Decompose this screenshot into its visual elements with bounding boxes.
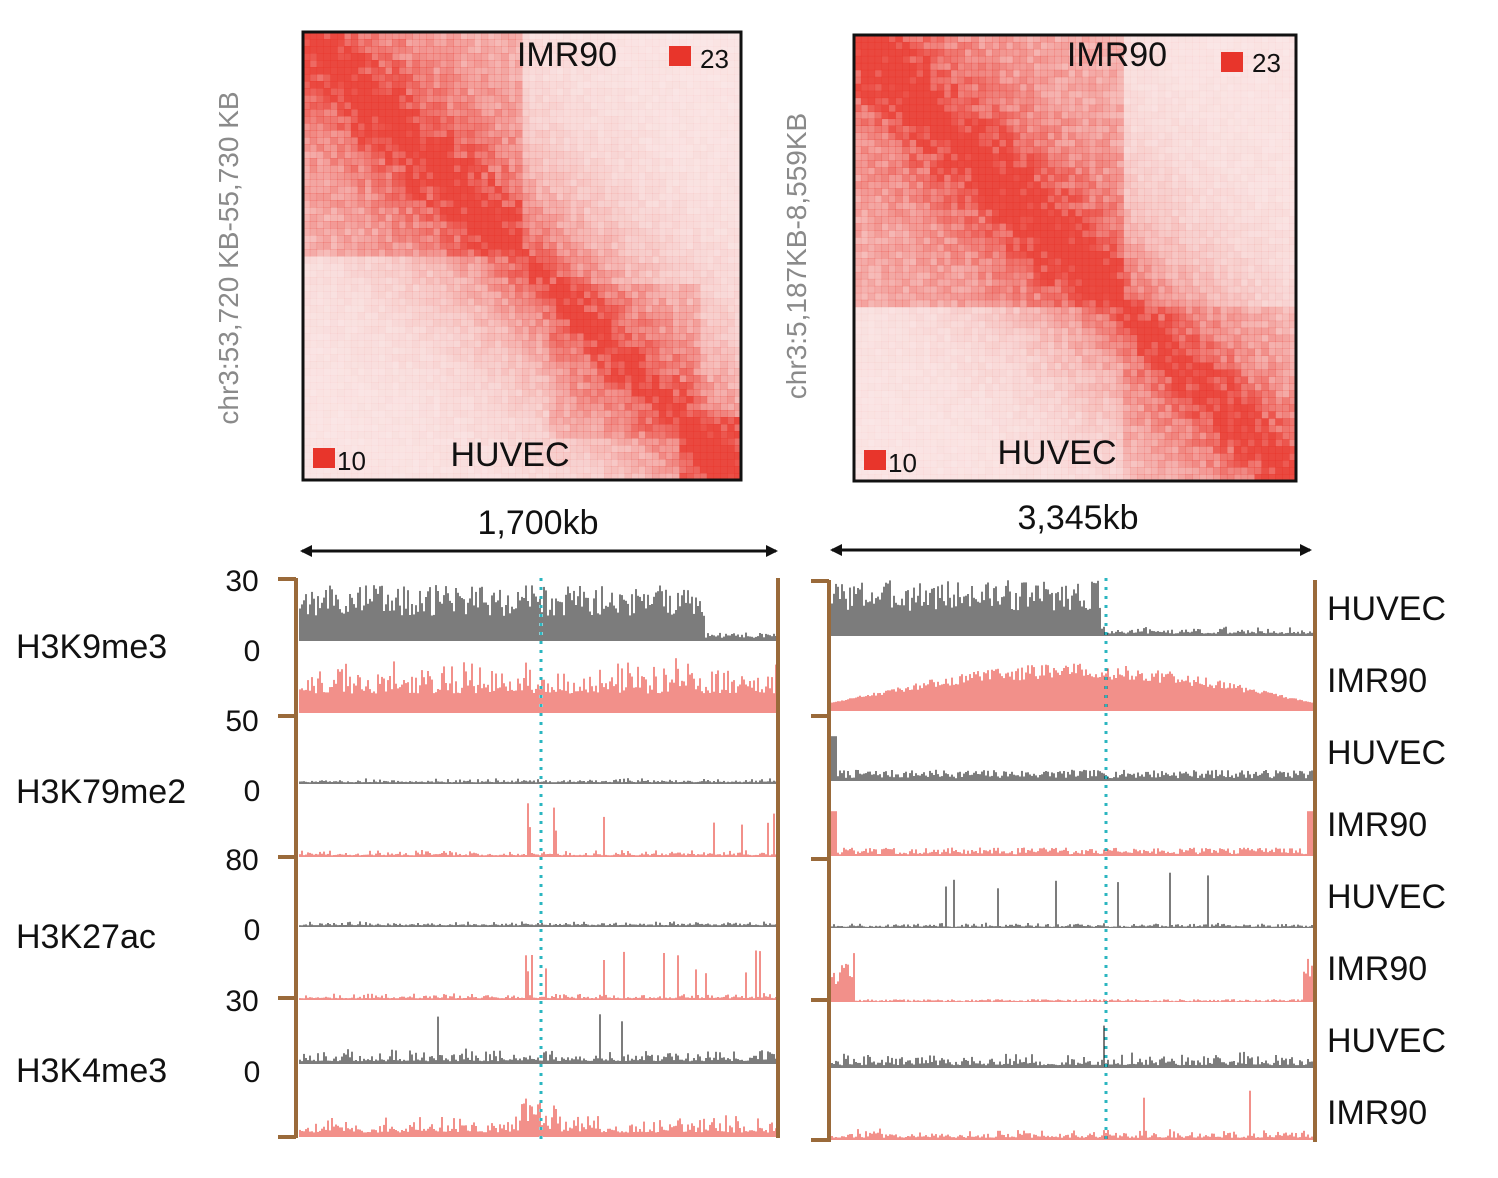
scale-max-label-right: 23 [1252, 48, 1281, 78]
ymin-h3k9me3: 0 [244, 635, 261, 668]
scale-max-swatch-right [1221, 52, 1243, 72]
hic-top-label-right: IMR90 [1067, 36, 1167, 74]
scale-min-swatch-right [864, 450, 886, 470]
track-frame-left [278, 577, 780, 1139]
cell-line-label: HUVEC [1327, 734, 1446, 772]
hic-bottom-label-right: HUVEC [997, 434, 1116, 472]
histone-mark-labels: H3K9me3 H3K79me2 H3K27ac H3K4me3 [16, 628, 186, 1090]
ymin-h3k79me2: 0 [244, 775, 261, 808]
ymax-h3k4me3: 30 [225, 985, 258, 1018]
region-label-right: chr3:5,187KB-8,559KB [781, 113, 812, 399]
hic-map-left: IMR90 23 10 HUVEC [301, 30, 743, 482]
cell-line-label: IMR90 [1327, 662, 1427, 700]
hic-map-frame-left [301, 30, 743, 482]
span-label-left: 1,700kb [478, 504, 599, 542]
cell-line-label: IMR90 [1327, 806, 1427, 844]
cell-line-label: HUVEC [1327, 590, 1446, 628]
mark-label-h3k79me2: H3K79me2 [16, 773, 186, 811]
region-label-left: chr3:53,720 KB-55,730 KB [213, 91, 244, 424]
cell-line-labels: HUVEC IMR90 HUVEC IMR90 HUVEC IMR90 HUVE… [1327, 590, 1446, 1132]
mark-label-h3k4me3: H3K4me3 [16, 1052, 167, 1090]
scale-min-label-right: 10 [888, 448, 917, 478]
cell-line-label: IMR90 [1327, 1094, 1427, 1132]
cell-line-label: HUVEC [1327, 1022, 1446, 1060]
scale-max-swatch-left [669, 46, 691, 66]
scale-min-label-left: 10 [337, 446, 366, 476]
hic-map-frame-right [852, 33, 1298, 483]
ymin-h3k27ac: 0 [244, 914, 261, 947]
track-frame-right [811, 579, 1317, 1142]
cell-line-label: IMR90 [1327, 950, 1427, 988]
hic-map-right: IMR90 23 10 HUVEC [852, 33, 1298, 483]
chipseq-tracks [299, 580, 1313, 1140]
ymin-h3k4me3: 0 [244, 1056, 261, 1089]
mark-label-h3k27ac: H3K27ac [16, 918, 156, 956]
cell-line-label: HUVEC [1327, 878, 1446, 916]
ymax-h3k27ac: 80 [225, 844, 258, 877]
ymax-h3k79me2: 50 [225, 705, 258, 738]
mark-label-h3k9me3: H3K9me3 [16, 628, 167, 666]
scale-max-label-left: 23 [700, 44, 729, 74]
hic-bottom-label-left: HUVEC [450, 436, 569, 474]
hic-top-label-left: IMR90 [517, 36, 617, 74]
span-label-right: 3,345kb [1018, 499, 1139, 537]
y-axis-values: 30 0 50 0 80 0 30 0 [225, 565, 260, 1089]
scale-min-swatch-left [313, 448, 335, 468]
ymax-h3k9me3: 30 [225, 565, 258, 598]
